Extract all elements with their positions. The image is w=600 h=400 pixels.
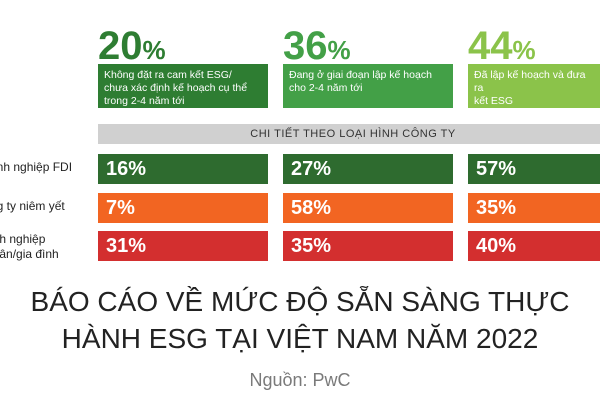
title-line-2: HÀNH ESG TẠI VIỆT NAM NĂM 2022 — [61, 323, 539, 354]
column-3-desc-line-1: Đã lập kế hoạch và đưa ra — [474, 69, 586, 95]
row-3-label-line-2: nhân/gia đình — [0, 247, 59, 261]
column-2-percent-symbol: % — [327, 35, 351, 65]
column-1-percent-value: 20 — [98, 24, 143, 68]
column-2-desc-line-1: Đang ở giai đoạn lập kế hoạch — [289, 69, 432, 81]
column-1-percent: 20% — [98, 26, 166, 66]
title-line-1: BÁO CÁO VỀ MỨC ĐỘ SẴN SÀNG THỰC — [30, 286, 570, 317]
row-3-cell-3: 40% — [468, 231, 600, 261]
row-2-label-line-1: ng ty niêm yết — [0, 199, 65, 213]
row-3-label: anh nghiệp nhân/gia đình — [0, 232, 59, 262]
column-2-percent-value: 36 — [283, 24, 328, 68]
row-2-cell-1: 7% — [98, 193, 268, 223]
source-credit: Nguồn: PwC — [249, 370, 351, 390]
column-1-desc-line-2: chưa xác định kế hoạch cụ thể — [104, 82, 248, 95]
row-3-cell-2: 35% — [283, 231, 453, 261]
column-2-desc-line-2: cho 2-4 năm tới — [289, 82, 363, 95]
row-1-cell-1: 16% — [98, 154, 268, 184]
row-1-cell-2: 27% — [283, 154, 453, 184]
column-1-description: Không đặt ra cam kết ESG/ chưa xác định … — [98, 64, 268, 108]
row-2-label: ng ty niêm yết — [0, 199, 65, 214]
column-1-desc-line-1: Không đặt ra cam kết ESG/ — [104, 69, 232, 81]
column-3-percent: 44% — [468, 26, 536, 66]
column-1-desc-line-3: trong 2-4 năm tới — [104, 95, 185, 108]
column-3-description: Đã lập kế hoạch và đưa ra kết ESG — [468, 64, 600, 108]
row-1-cell-3: 57% — [468, 154, 600, 184]
column-3-desc-line-2: kết ESG — [474, 95, 514, 108]
column-3-percent-value: 44 — [468, 24, 513, 68]
column-2-description: Đang ở giai đoạn lập kế hoạch cho 2-4 nă… — [283, 64, 453, 108]
row-2-cell-3: 35% — [468, 193, 600, 223]
row-1-label-line-1: anh nghiệp FDI — [0, 160, 73, 174]
column-2-percent: 36% — [283, 26, 351, 66]
row-1-label: anh nghiệp FDI — [0, 160, 72, 175]
column-1-percent-symbol: % — [142, 35, 166, 65]
row-2-cell-2: 58% — [283, 193, 453, 223]
section-label: CHI TIẾT THEO LOẠI HÌNH CÔNG TY — [98, 124, 600, 144]
row-3-label-line-1: anh nghiệp — [0, 232, 46, 246]
row-3-cell-1: 31% — [98, 231, 268, 261]
column-3-percent-symbol: % — [512, 35, 536, 65]
